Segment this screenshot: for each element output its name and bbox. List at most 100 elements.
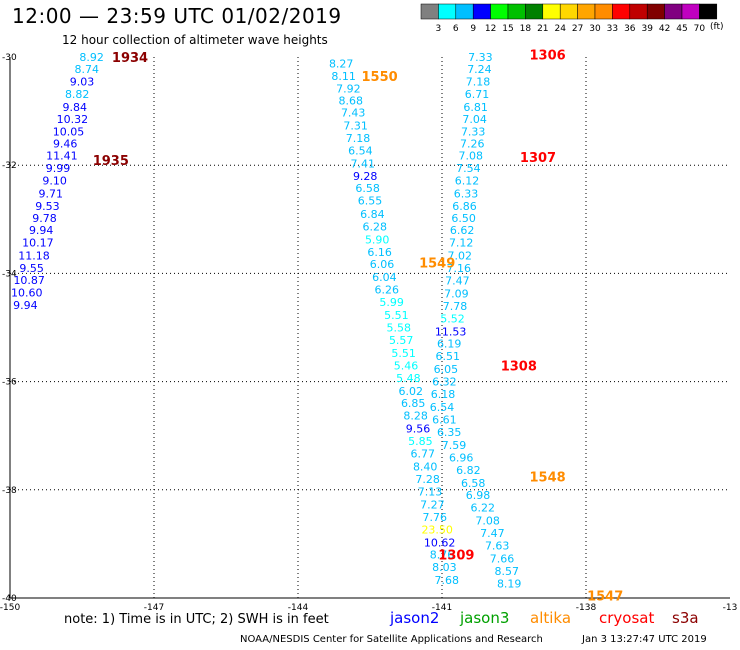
wave-height-value: 8.92 bbox=[79, 51, 104, 64]
wave-height-value: 7.68 bbox=[435, 574, 460, 587]
colorbar-label: 27 bbox=[572, 24, 583, 34]
wave-height-value: 5.58 bbox=[387, 322, 412, 335]
wave-height-value: 8.11 bbox=[331, 70, 356, 83]
wave-height-value: 8.82 bbox=[65, 88, 90, 101]
wave-height-value: 6.35 bbox=[437, 426, 462, 439]
y-tick-label: -34 bbox=[2, 269, 17, 279]
track-time-label: 1550 bbox=[362, 70, 398, 85]
wave-height-value: 9.55 bbox=[19, 262, 44, 275]
wave-height-value: 8.19 bbox=[497, 577, 522, 590]
y-tick-label: -30 bbox=[2, 53, 17, 63]
track-time-label: 1309 bbox=[438, 549, 474, 564]
wave-height-value: 10.32 bbox=[57, 113, 89, 126]
legend-jason3: jason3 bbox=[460, 609, 510, 627]
wave-height-value: 6.19 bbox=[437, 338, 462, 351]
colorbar-label: 15 bbox=[502, 24, 513, 34]
y-tick-label: -38 bbox=[2, 486, 17, 496]
colorbar-label: 33 bbox=[607, 24, 618, 34]
footnote: note: 1) Time is in UTC; 2) SWH is in fe… bbox=[64, 612, 329, 627]
wave-height-value: 6.98 bbox=[466, 489, 491, 502]
colorbar-swatch bbox=[699, 3, 718, 20]
wave-height-value: 6.58 bbox=[461, 477, 486, 490]
axes bbox=[9, 57, 730, 599]
x-tick-label: -147 bbox=[144, 603, 164, 613]
wave-height-value: 10.05 bbox=[53, 126, 85, 139]
colorbar-swatch bbox=[612, 3, 631, 20]
credit-line: NOAA/NESDIS Center for Satellite Applica… bbox=[240, 634, 543, 645]
colorbar-label: 21 bbox=[537, 24, 548, 34]
track-time-label: 1306 bbox=[530, 48, 566, 63]
wave-height-value: 6.33 bbox=[454, 187, 479, 200]
wave-height-value: 6.77 bbox=[411, 448, 436, 461]
data-points: 8.928.749.038.829.8410.3210.059.4611.419… bbox=[11, 51, 521, 590]
legend-altika: altika bbox=[530, 609, 572, 627]
wave-height-value: 6.81 bbox=[463, 101, 488, 114]
wave-height-value: 9.99 bbox=[46, 162, 71, 175]
wave-height-value: 6.82 bbox=[456, 464, 481, 477]
track-time-label: 1934 bbox=[112, 51, 148, 66]
legend-cryosat: cryosat bbox=[599, 609, 655, 627]
color-legend: 3 6 9 12 15 18 21 24 27 30 33 36 39 42 45 70 bbox=[420, 3, 718, 34]
wave-height-value: 5.52 bbox=[440, 312, 465, 325]
wave-height-value: 6.02 bbox=[399, 385, 424, 398]
colorbar-swatch bbox=[664, 3, 683, 20]
wave-height-value: 6.54 bbox=[348, 145, 373, 158]
wave-height-value: 7.12 bbox=[449, 237, 474, 250]
wave-height-value: 5.51 bbox=[391, 347, 416, 360]
wave-height-value: 11.18 bbox=[18, 250, 50, 263]
wave-height-value: 10.60 bbox=[11, 286, 43, 299]
wave-height-value: 7.47 bbox=[480, 527, 505, 540]
x-tick-label: -150 bbox=[0, 603, 20, 613]
y-tick-label: -36 bbox=[2, 378, 17, 388]
wave-height-value: 6.54 bbox=[430, 401, 455, 414]
colorbar-swatch bbox=[525, 3, 544, 20]
track-time-label: 1307 bbox=[520, 151, 556, 166]
colorbar-label: 36 bbox=[624, 24, 636, 34]
wave-height-value: 6.28 bbox=[363, 220, 388, 233]
colorbar-label: 70 bbox=[694, 24, 706, 34]
wave-height-value: 6.50 bbox=[451, 212, 476, 225]
colorbar-swatch bbox=[438, 3, 457, 20]
wave-height-value: 7.08 bbox=[459, 149, 484, 162]
wave-height-value: 7.78 bbox=[443, 300, 468, 313]
wave-height-value: 8.76 bbox=[430, 549, 455, 562]
colorbar-label: 12 bbox=[485, 24, 496, 34]
track-time-label: 1935 bbox=[93, 154, 129, 169]
wave-height-value: 6.62 bbox=[450, 224, 475, 237]
wave-height-value: 9.78 bbox=[32, 212, 57, 225]
wave-height-value: 9.84 bbox=[63, 101, 88, 114]
wave-height-value: 8.74 bbox=[75, 63, 100, 76]
wave-height-value: 9.03 bbox=[70, 75, 95, 88]
track-time-label: 1549 bbox=[419, 257, 455, 272]
wave-height-value: 10.87 bbox=[13, 274, 45, 287]
wave-height-value: 7.63 bbox=[485, 540, 510, 553]
wave-height-value: 9.71 bbox=[39, 187, 64, 200]
colorbar-swatch bbox=[455, 3, 474, 20]
colorbar-label: 6 bbox=[453, 24, 459, 34]
colorbar-swatch bbox=[629, 3, 648, 20]
x-tick-label: -13 bbox=[723, 603, 738, 613]
wave-height-value: 7.31 bbox=[343, 120, 368, 133]
wave-height-value: 7.18 bbox=[466, 75, 491, 88]
wave-height-value: 8.27 bbox=[329, 57, 354, 70]
wave-height-value: 7.27 bbox=[420, 498, 445, 511]
wave-height-value: 7.24 bbox=[467, 63, 492, 76]
colorbar-label: 42 bbox=[659, 24, 670, 34]
chart-title: 12:00 — 23:59 UTC 01/02/2019 bbox=[12, 4, 342, 28]
wave-height-value: 7.02 bbox=[448, 250, 473, 263]
wave-height-value: 9.56 bbox=[406, 423, 431, 436]
wave-height-value: 8.68 bbox=[339, 94, 364, 107]
wave-height-value: 5.57 bbox=[389, 334, 414, 347]
wave-height-value: 7.47 bbox=[445, 274, 470, 287]
wave-height-value: 9.94 bbox=[29, 224, 54, 237]
colorbar-label: 30 bbox=[589, 24, 601, 34]
wave-height-value: 7.41 bbox=[351, 158, 376, 171]
wave-height-value: 6.05 bbox=[434, 363, 459, 376]
wave-height-value: 6.61 bbox=[432, 413, 457, 426]
wave-height-value: 7.18 bbox=[346, 132, 371, 145]
colorbar-swatch bbox=[507, 3, 526, 20]
colorbar-label: 18 bbox=[520, 24, 532, 34]
wave-height-value: 7.26 bbox=[460, 138, 485, 151]
wave-height-value: 6.12 bbox=[455, 174, 480, 187]
wave-height-value: 7.59 bbox=[442, 439, 467, 452]
